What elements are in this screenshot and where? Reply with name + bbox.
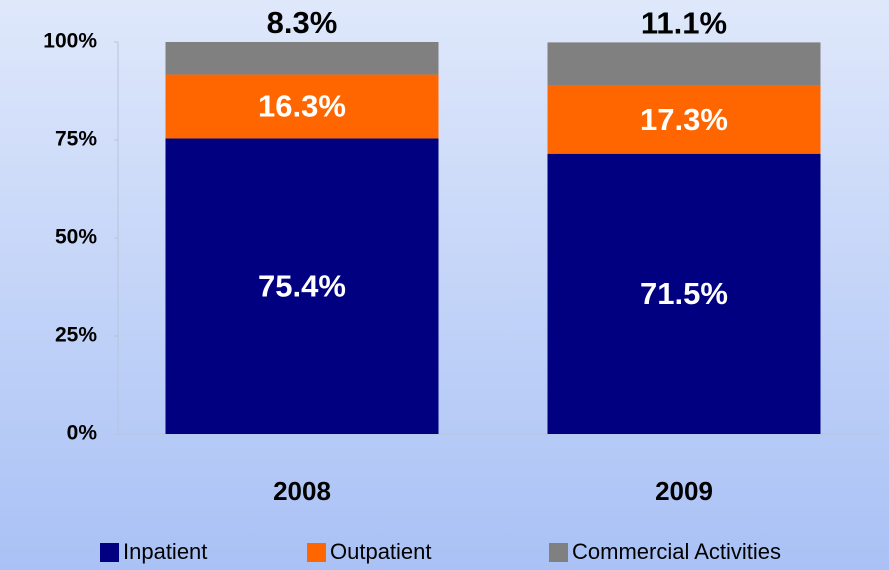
- bar-segment: [547, 42, 821, 86]
- legend-swatch: [549, 543, 568, 562]
- legend-swatch: [100, 543, 119, 562]
- x-tick-label: 2009: [655, 476, 713, 506]
- x-tick-label: 2008: [273, 476, 331, 506]
- bar-segment: [547, 85, 821, 154]
- value-label: 11.1%: [641, 6, 727, 41]
- value-label: 71.5%: [640, 276, 728, 311]
- legend-label: Commercial Activities: [572, 539, 781, 564]
- bar-segment: [165, 74, 439, 139]
- bar-segment: [165, 138, 439, 434]
- legend-label: Inpatient: [123, 539, 207, 564]
- y-tick-label: 75%: [55, 128, 97, 151]
- y-tick-label: 100%: [43, 30, 97, 53]
- bar-segment: [547, 153, 821, 434]
- value-label: 8.3%: [267, 5, 338, 40]
- legend-swatch: [307, 543, 326, 562]
- value-label: 16.3%: [258, 89, 346, 124]
- legend-label: Outpatient: [330, 539, 432, 564]
- value-label: 75.4%: [258, 268, 346, 303]
- value-label: 17.3%: [640, 102, 728, 137]
- y-tick-label: 0%: [67, 422, 98, 445]
- y-tick-label: 50%: [55, 226, 97, 249]
- bar-segment: [165, 42, 439, 75]
- y-tick-label: 25%: [55, 324, 97, 347]
